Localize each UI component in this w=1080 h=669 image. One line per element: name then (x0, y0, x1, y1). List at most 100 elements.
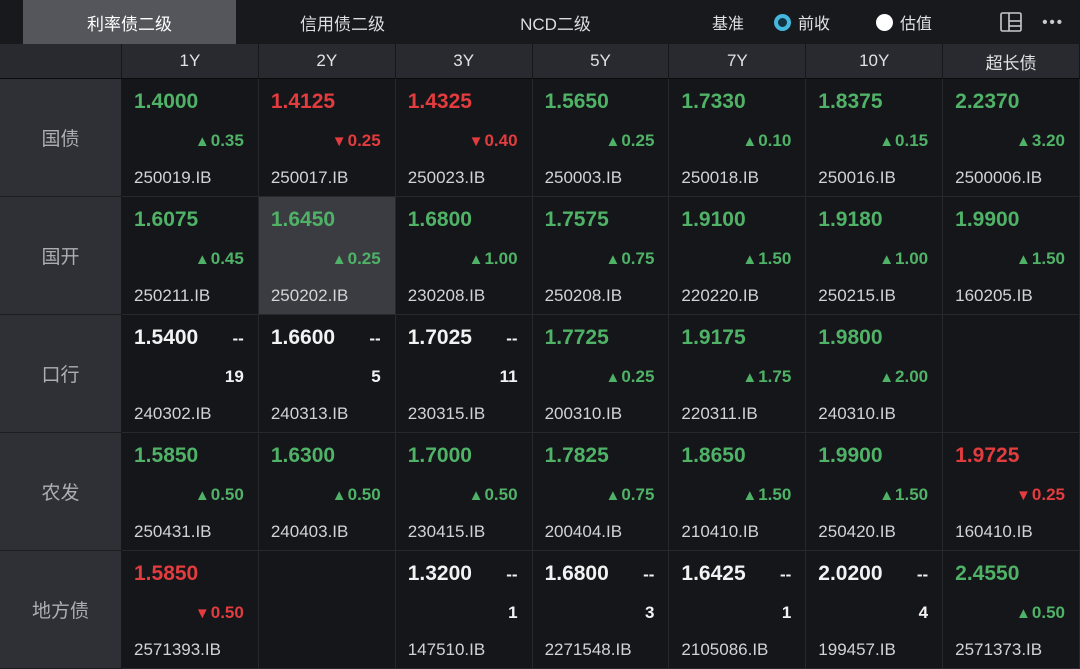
no-change-dash: -- (916, 565, 929, 584)
radio-prev-close[interactable]: 前收 (774, 10, 830, 34)
rate-cell[interactable]: 1.8650 ▲1.50 210410.IB (669, 433, 807, 551)
rate-cell[interactable]: 1.6425 -- 1 2105086.IB (669, 551, 807, 669)
cell-bottom-line: 220311.IB (681, 404, 791, 424)
up-arrow-icon: ▲ (468, 251, 484, 268)
rate-cell[interactable]: 1.8375 ▲0.15 250016.IB (806, 79, 944, 197)
rate-cell[interactable]: 1.9180 ▲1.00 250215.IB (806, 197, 944, 315)
rate-cell[interactable]: 1.7825 ▲0.75 200404.IB (532, 433, 670, 551)
rate-cell[interactable]: 1.7575 ▲0.75 250208.IB (532, 197, 670, 315)
rate-cell[interactable]: 1.9900 ▲1.50 160205.IB (943, 197, 1080, 315)
cell-top-line: 1.5850 (134, 444, 244, 468)
cell-bottom-line: 240313.IB (271, 404, 381, 424)
yield-value: 1.9800 (818, 326, 883, 349)
yield-value: 1.4125 (270, 90, 336, 113)
cell-bottom-line: 200310.IB (545, 404, 655, 424)
radio-valuation[interactable]: 估值 (876, 10, 932, 34)
rate-cell[interactable]: 1.9800 ▲2.00 240310.IB (806, 315, 944, 433)
quote-count: 5 (371, 367, 381, 386)
rate-cell[interactable]: 1.6450 ▲0.25 250202.IB (258, 197, 396, 315)
layout-icon[interactable] (1000, 12, 1023, 32)
rate-cell[interactable]: 1.5850 ▲0.50 250431.IB (122, 433, 259, 551)
rate-cell[interactable]: 1.5400 -- 19 240302.IB (122, 315, 259, 433)
change-value: ▼0.25 (331, 131, 381, 150)
rate-cell[interactable]: 1.4325 ▼0.40 250023.IB (395, 79, 533, 197)
quote-count: 1 (508, 603, 518, 622)
cell-top-line: 1.7000 (408, 444, 518, 468)
rate-cell[interactable] (943, 315, 1080, 433)
rate-cell[interactable]: 1.7725 ▲0.25 200310.IB (532, 315, 670, 433)
rate-cell[interactable]: 1.9725 ▼0.25 160410.IB (943, 433, 1080, 551)
rate-cell[interactable]: 1.7000 ▲0.50 230415.IB (395, 433, 533, 551)
yield-value: 1.5850 (134, 444, 199, 467)
column-header-5Y: 5Y (532, 44, 670, 79)
bond-code: 2571393.IB (134, 640, 221, 659)
change-value: ▲1.50 (742, 485, 792, 504)
rate-cell[interactable] (258, 551, 396, 669)
up-arrow-icon: ▲ (331, 487, 347, 504)
yield-value: 1.9100 (681, 208, 746, 231)
no-change-dash: -- (232, 329, 244, 348)
rate-cell[interactable]: 1.6075 ▲0.45 250211.IB (122, 197, 259, 315)
cell-middle-line: ▲0.15 (818, 131, 928, 151)
rate-cell[interactable]: 1.9175 ▲1.75 220311.IB (669, 315, 807, 433)
up-arrow-icon: ▲ (742, 487, 758, 504)
rate-cell[interactable]: 1.5650 ▲0.25 250003.IB (532, 79, 670, 197)
up-arrow-icon: ▲ (879, 251, 895, 268)
yield-value: 1.6800 (407, 208, 472, 231)
column-header-10Y: 10Y (806, 44, 944, 79)
rate-cell[interactable]: 1.4125 ▼0.25 250017.IB (258, 79, 396, 197)
up-arrow-icon: ▲ (879, 133, 895, 150)
bond-code: 240310.IB (818, 404, 896, 423)
change-value: ▲1.00 (879, 249, 929, 268)
benchmark-label: 基准 (712, 16, 745, 33)
rate-cell[interactable]: 1.6600 -- 5 240313.IB (258, 315, 396, 433)
row-label: 国债 (0, 79, 122, 197)
bond-code: 240403.IB (270, 522, 349, 541)
bond-code: 200310.IB (544, 404, 623, 423)
up-arrow-icon: ▲ (1016, 133, 1031, 150)
cell-top-line: 1.9175 (681, 326, 791, 350)
column-header-1Y: 1Y (122, 44, 259, 79)
more-icon[interactable]: ••• (1042, 13, 1064, 31)
rate-cell[interactable]: 1.6800 ▲1.00 230208.IB (395, 197, 533, 315)
cell-top-line: 1.6800 -- (545, 562, 655, 586)
cell-middle-line: ▲1.00 (408, 249, 518, 269)
cell-middle-line: 1 (408, 603, 518, 623)
tab-ncd-secondary[interactable]: NCD二级 (520, 14, 591, 34)
bond-code: 2105086.IB (681, 640, 769, 659)
rate-cell[interactable]: 1.6800 -- 3 2271548.IB (532, 551, 670, 669)
rate-cell[interactable]: 1.9100 ▲1.50 220220.IB (669, 197, 807, 315)
rate-cell[interactable]: 2.4550 ▲0.50 2571373.IB (943, 551, 1080, 669)
yield-value: 2.0200 (818, 562, 883, 585)
bond-code: 160205.IB (955, 286, 1033, 305)
change-value: ▲0.50 (468, 485, 518, 504)
rate-cell[interactable]: 2.0200 -- 4 199457.IB (806, 551, 944, 669)
tab-rates-bond-secondary[interactable]: 利率债二级 (23, 0, 236, 44)
yield-value: 1.6300 (270, 444, 336, 467)
tab-credit-bond-secondary[interactable]: 信用债二级 (300, 14, 385, 34)
yield-value: 1.7575 (544, 208, 609, 231)
cell-middle-line: ▼0.40 (408, 131, 518, 151)
rate-cell[interactable]: 2.2370 ▲3.20 2500006.IB (943, 79, 1080, 197)
down-arrow-icon: ▼ (331, 133, 347, 150)
quote-count: 1 (781, 603, 792, 622)
rate-cell[interactable]: 1.9900 ▲1.50 250420.IB (806, 433, 944, 551)
cell-middle-line: ▲1.50 (955, 249, 1065, 269)
rate-cell[interactable]: 1.5850 ▼0.50 2571393.IB (122, 551, 259, 669)
no-change-dash: -- (506, 329, 518, 348)
rate-cell[interactable]: 1.3200 -- 1 147510.IB (395, 551, 533, 669)
quote-count: 4 (918, 603, 929, 622)
yield-value: 1.4000 (134, 90, 199, 113)
cell-middle-line: ▲0.25 (271, 249, 381, 269)
bond-code: 160410.IB (955, 522, 1033, 541)
rate-cell[interactable]: 1.4000 ▲0.35 250019.IB (122, 79, 259, 197)
rate-cell[interactable]: 1.7025 -- 11 230315.IB (395, 315, 533, 433)
rate-cell[interactable]: 1.7330 ▲0.10 250018.IB (669, 79, 807, 197)
yield-value: 2.4550 (955, 562, 1020, 585)
radio-prev-close-label: 前收 (798, 16, 831, 33)
topbar: 利率债二级 信用债二级 NCD二级 基准 前收 估值 ••• (0, 0, 1080, 44)
rate-cell[interactable]: 1.6300 ▲0.50 240403.IB (258, 433, 396, 551)
bond-code: 220311.IB (681, 404, 758, 423)
cell-top-line: 1.8650 (681, 444, 791, 468)
